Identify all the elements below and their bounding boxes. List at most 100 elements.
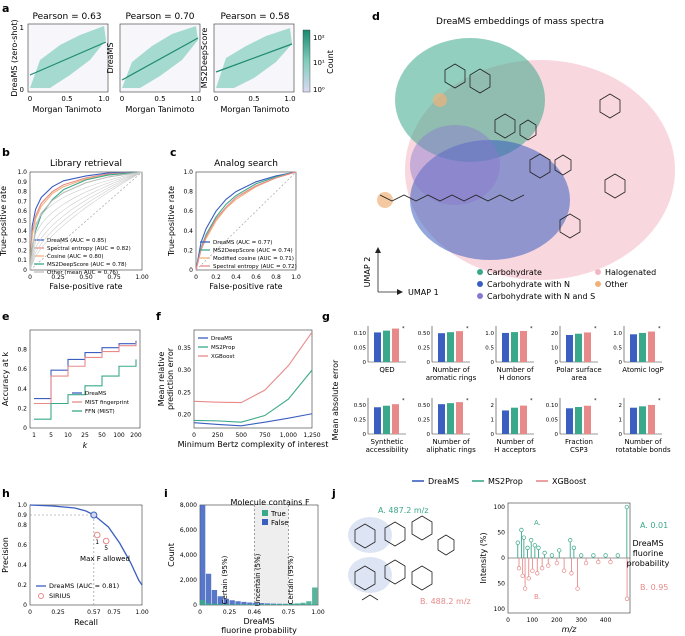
b-xtick: 1.00 [135,274,149,281]
h-sirius-point-label: 1 [95,539,99,546]
i-hist-bar [217,604,224,605]
b-ytick: 0.4 [17,228,27,235]
umap-cluster-other [377,192,393,208]
g-ytick: 0 [427,432,431,438]
i-hist-bar [300,602,306,605]
molecule-structure-4 [379,194,525,202]
j-stem-head [522,586,528,591]
b-ytick: 0.6 [17,208,27,215]
e-legend-entry: DreaMS [85,391,107,397]
c-ytick: 0.4 [183,228,193,235]
panel-g-legend-xgboost: XGBoost [552,477,586,486]
e-legend-entry: MIST fingerprint [85,400,130,406]
i-hist-bar [247,602,253,605]
j-stem-head [525,545,530,550]
c-ylabel: True-positive rate [167,186,176,257]
g-subplot-title: aromatic rings [426,374,477,382]
g-subplot-title: Number of [496,438,534,446]
panel-a-xtick-3a: 0 [214,95,218,103]
panel-a-title-2: Pearson = 0.70 [125,12,194,22]
g-bar [575,333,582,362]
g-bar [447,332,454,362]
i-xlabel-2: fluorine probability [221,626,297,635]
i-hist-bar [200,505,206,605]
f-series-line [193,331,313,404]
f-legend-entry: DreaMS [211,336,233,342]
b-other-curve [29,171,143,271]
panel-b-chart: 0 0.25 0.50 0.75 1.00 0 0.1 0.2 0.3 0.4 0.5 0.6 0.7 0… [0,159,149,291]
panel-a-trendline-3 [215,43,293,73]
h-xtick: 1.00 [135,609,149,616]
i-hist-bar [223,598,229,605]
panel-h-chart: 0 0.25 0.57 0.75 1.00 0 0.2 0.4 0.6 0.8 0.9 1.0 15 Dr… [1,502,149,627]
h-ytick: 0.2 [17,582,27,589]
g-ytick: 0 [363,360,367,366]
i-hist-bar [282,603,288,605]
colorbar-gradient [302,29,311,93]
j-stem-head [608,559,613,565]
h-ytick: 1.0 [17,502,27,509]
i-hist-bar [253,602,259,605]
panel-g-legend: DreaMS MS2Prop XGBoost [412,477,586,486]
i-hist-bar [270,604,277,605]
panel-a-xlabel-3: Morgan Tanimoto [220,105,289,114]
legend-dot-other [595,281,601,287]
g-significance: * [530,326,533,332]
panel-g-legend-dreams: DreaMS [428,477,459,486]
panel-g-ylabel: Mean absolute error [331,359,340,440]
h-ytick: 0.4 [17,562,27,569]
g-bar [520,405,527,434]
panel-a-xtick-1c: 1.0 [98,95,109,103]
g-ytick: 0.50 [418,331,431,337]
g-ytick: 0 [555,432,559,438]
molecule-structure-5 [599,93,626,199]
h-xtick: 0.75 [107,609,121,616]
h-plot-area [29,504,143,606]
c-xtick: 0.8 [271,274,281,281]
i-hist-bar [259,603,265,605]
panel-a-subplot-2: Pearson = 0.70 DreaMS Morgan Tanimoto 0 … [106,12,202,114]
b-series-line [29,171,143,271]
b-ytick: 0.2 [17,247,27,254]
panel-i-region-3: Certain (95%) [287,555,295,604]
panel-a-trendline-2 [121,37,199,81]
g-bar [566,335,573,362]
j-xtick: 300 [575,617,587,624]
b-other-curve [29,171,143,271]
umap-axes: UMAP 2 UMAP 1 [363,247,439,297]
legend-dot-carbohydrate-n [477,281,483,287]
i-xtick: 0.46 [248,609,262,616]
j-stem-head [516,566,522,571]
panel-j-label: j [331,487,336,500]
molecule-b-label: B. 488.2 m/z [420,597,471,606]
e-xtick: 1 [32,432,36,439]
b-plot-area [29,171,143,271]
g-subplot-title: Number of [432,438,470,446]
f-legend-entry: XGBoost [211,354,235,360]
g-ytick: 2 [619,403,623,409]
i-hist-bar [253,604,259,605]
b-ytick: 1.0 [17,169,27,176]
j-stem-head [535,571,540,576]
e-xtick: 50 [98,432,106,439]
g-bar [566,408,573,434]
g-bar [456,402,463,434]
panel-e-chart: 1 5 10 25 50 100 200 0 0.2 0.4 0.6 0.8 DreaMS MIST fi… [1,329,142,450]
c-ytick: 1.0 [183,169,193,176]
j-ytick: 0 [501,555,505,562]
g-bar [502,332,509,362]
j-xtick: 200 [551,617,563,624]
e-legend-entry: FFN (MIST) [85,409,115,415]
e-xtick: 25 [81,432,89,439]
h-xtick: 0.25 [51,609,65,616]
c-xtick: 0.4 [231,274,241,281]
panel-i-region-1: Certain (95%) [221,555,229,604]
molecule-structure-3 [529,153,572,179]
panel-a-title-3: Pearson = 0.58 [220,12,289,22]
c-legend-entry: Modified cosine (AUC = 0.71) [213,256,294,262]
umap-axis-x-label: UMAP 1 [408,288,439,297]
g-subplot-title: QED [379,366,394,374]
e-ytick: 0.2 [17,405,27,412]
j-xtick: 400 [600,617,612,624]
g-significance: * [466,398,469,404]
